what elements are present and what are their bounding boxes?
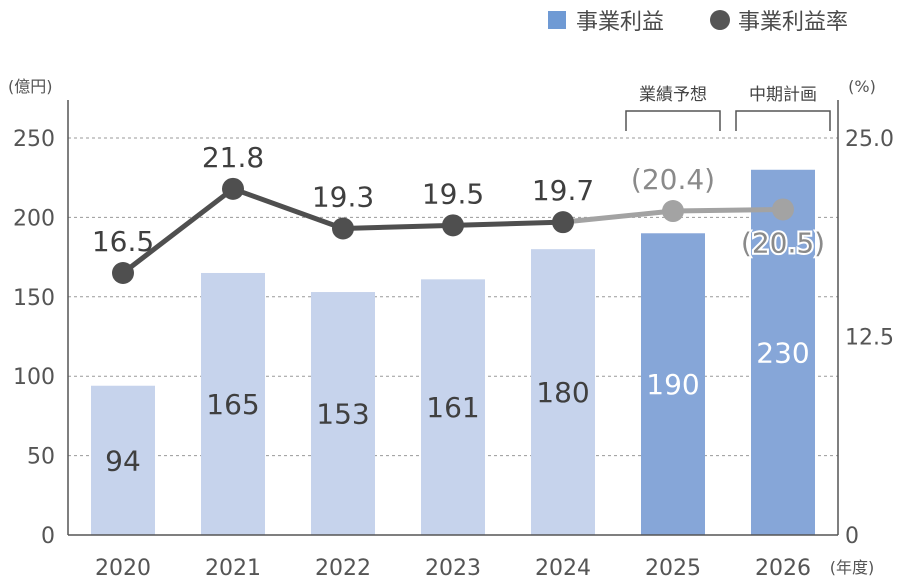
legend: 事業利益 事業利益率	[548, 4, 888, 36]
line-point-2024	[552, 211, 574, 234]
line-segment	[670, 206, 786, 214]
bar-2023	[421, 279, 485, 535]
axes	[67, 100, 839, 536]
line-point-2023	[442, 214, 464, 237]
tick-labels: 0 50 100 150 200 250 0 12.5 25.0 2020 2021 2022 2023…	[8, 77, 894, 581]
legend-dot-swatch	[710, 10, 730, 30]
data-labels: 94 165 153 161 180 190 230 16.5 21.8 19.3 19.5 19.7…	[92, 141, 827, 478]
bar-value-label: 165	[206, 388, 259, 421]
bar-value-label: 161	[426, 391, 479, 424]
line-value-label: 16.5	[92, 225, 154, 258]
line-value-label: (20.4)	[631, 163, 715, 196]
bracket-label: 中期計画	[749, 85, 817, 105]
left-tick-label: 250	[13, 127, 55, 152]
bar-2026	[751, 169, 815, 535]
x-tick-label: 2025	[645, 556, 701, 581]
left-tick-label: 100	[13, 365, 55, 390]
line-value-label: (20.5)	[741, 226, 825, 259]
x-tick-label: 2023	[425, 556, 481, 581]
line-point-2021	[222, 177, 244, 200]
left-tick-label: 150	[13, 286, 55, 311]
bar-2020	[91, 385, 155, 535]
left-axis-unit: (億円)	[8, 77, 53, 96]
left-tick-label: 50	[27, 445, 55, 470]
legend-label-profit-margin: 事業利益率	[738, 10, 849, 35]
brackets: 業績予想 中期計画	[625, 85, 831, 131]
right-tick-label: 12.5	[845, 326, 894, 351]
bracket-label: 業績予想	[639, 85, 707, 105]
bar-value-label: 230	[756, 336, 809, 369]
bracket-line	[625, 110, 721, 131]
bar-value-label: 94	[105, 444, 141, 477]
bar-value-label: 190	[646, 368, 699, 401]
margin-line	[112, 177, 794, 284]
line-point-2025	[662, 200, 684, 223]
left-tick-label: 200	[13, 206, 55, 231]
right-tick-label: 0	[845, 524, 859, 549]
line-segment	[340, 222, 456, 232]
x-tick-label: 2022	[315, 556, 371, 581]
line-segment	[230, 186, 346, 232]
x-axis-unit: (年度)	[830, 558, 875, 577]
line-value-label: 19.3	[312, 181, 374, 214]
legend-bar-swatch	[548, 11, 566, 29]
x-tick-label: 2026	[755, 556, 811, 581]
bar-2021	[201, 272, 265, 535]
left-tick-label: 0	[41, 524, 55, 549]
x-tick-label: 2020	[95, 556, 151, 581]
line-point-2022	[332, 217, 354, 240]
bar-value-label: 180	[536, 376, 589, 409]
bar-2025	[641, 233, 705, 535]
line-point-2020	[112, 261, 134, 284]
legend-item-profit-margin: 事業利益率	[710, 4, 848, 36]
line-value-label: 19.7	[532, 174, 594, 207]
bar-2022	[311, 292, 375, 535]
line-value-label: 21.8	[202, 141, 264, 174]
x-tick-label: 2021	[205, 556, 261, 581]
line-segment	[560, 208, 676, 225]
line-point-2026	[772, 198, 794, 221]
legend-label-operating-profit: 事業利益	[576, 10, 665, 35]
bars	[91, 169, 815, 535]
line-segment	[450, 219, 566, 228]
line-value-label: 19.5	[422, 177, 484, 210]
right-axis-unit: (%)	[848, 77, 876, 96]
bracket-line	[735, 110, 831, 131]
bar-2024	[531, 249, 595, 535]
x-tick-label: 2024	[535, 556, 591, 581]
line-segment	[120, 186, 236, 276]
right-tick-label: 25.0	[845, 127, 894, 152]
legend-item-operating-profit: 事業利益	[548, 4, 664, 36]
bar-value-label: 153	[316, 398, 369, 431]
